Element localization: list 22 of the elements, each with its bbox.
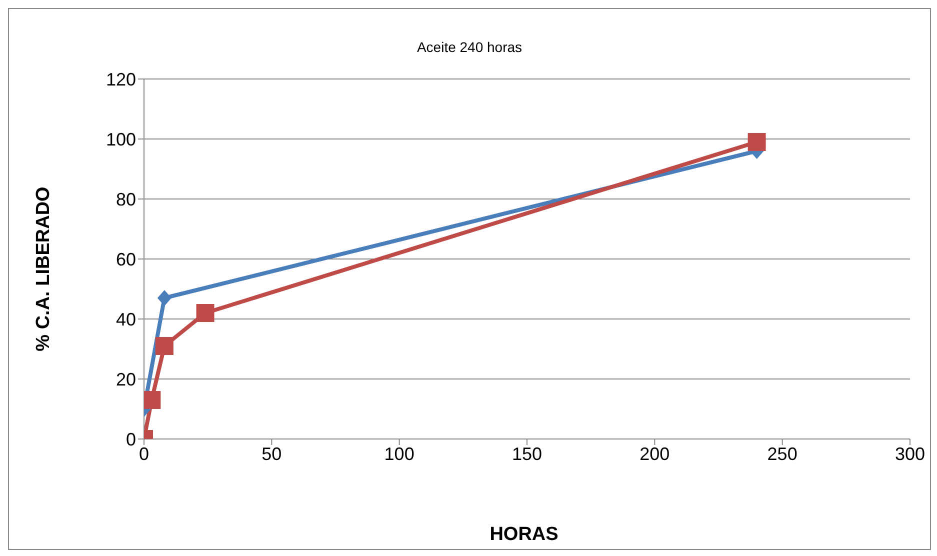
y-tick-label: 120 <box>106 69 136 90</box>
x-axis-title: HORAS <box>488 524 560 546</box>
point <box>157 290 172 306</box>
y-tick-label: 20 <box>116 369 136 390</box>
y-tick-label: 60 <box>116 249 136 270</box>
chart-title: Aceite 240 horas <box>416 39 524 55</box>
x-tick-label: 50 <box>262 444 282 464</box>
point <box>748 133 766 151</box>
y-tick-label: 80 <box>116 189 136 210</box>
y-tick-label: 0 <box>126 429 136 450</box>
x-tick-label: 0 <box>138 444 150 464</box>
x-tick-label: 250 <box>767 444 798 464</box>
point <box>144 391 161 409</box>
x-tick-label: 300 <box>894 444 926 464</box>
y-axis-title: % C.A. LIBERADO <box>33 186 55 352</box>
y-tick-label: 100 <box>106 129 136 150</box>
x-tick-label: 200 <box>640 444 670 464</box>
point <box>196 304 214 322</box>
y-tick-label: 40 <box>116 309 136 330</box>
point <box>155 337 174 355</box>
x-tick-label: 150 <box>512 444 542 464</box>
x-tick-label: 100 <box>384 444 414 464</box>
